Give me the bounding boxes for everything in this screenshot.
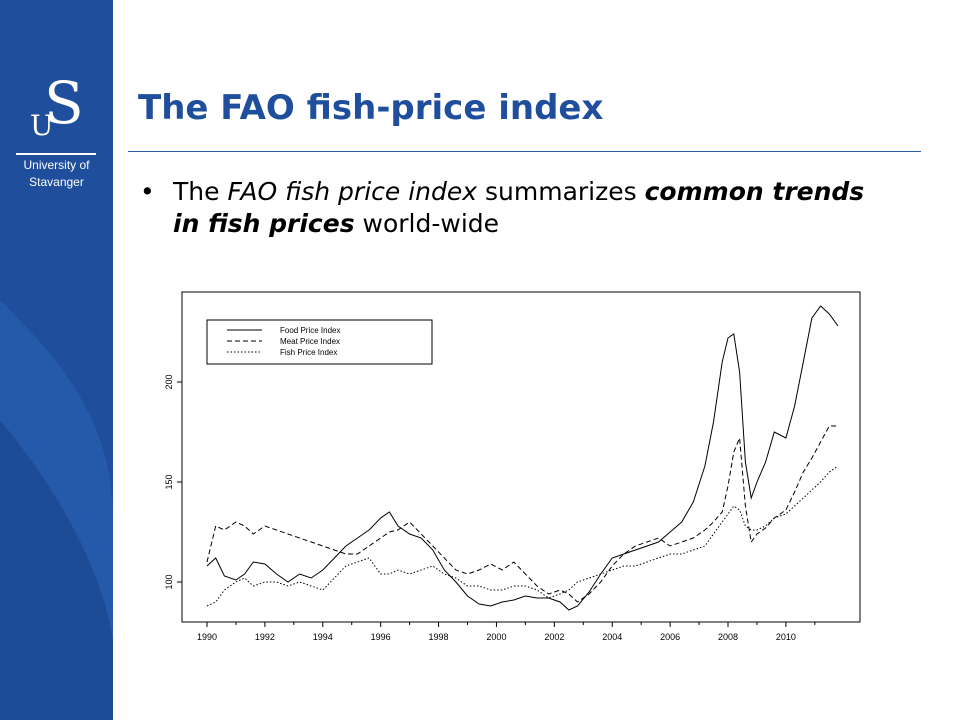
logo-letter-u: U	[30, 109, 54, 142]
bullet-part: The	[173, 177, 228, 206]
x-tick-label: 2000	[486, 632, 506, 642]
logo-rule	[16, 153, 96, 155]
series-line-dashed	[206, 425, 838, 603]
legend-box	[206, 319, 433, 365]
title-divider	[128, 151, 921, 152]
x-tick-label: 1996	[371, 632, 391, 642]
bullet-part-bold-italic: common trends in fish prices	[173, 177, 865, 238]
sidebar: U S University of Stavanger	[0, 0, 113, 720]
bullet-dot: •	[140, 177, 155, 206]
logo-name-line1: University of	[23, 158, 90, 172]
x-tick-label: 1992	[255, 632, 275, 642]
x-tick-label: 2004	[602, 632, 622, 642]
y-tick-label: 200	[164, 374, 174, 389]
x-tick-label: 2002	[544, 632, 564, 642]
y-tick-label: 100	[164, 574, 174, 589]
bullet-part: world-wide	[354, 209, 500, 238]
x-tick-label: 2006	[660, 632, 680, 642]
slide-title: The FAO fish-price index	[138, 88, 604, 128]
x-tick-label: 1998	[429, 632, 449, 642]
bullet-part: summarizes	[477, 177, 645, 206]
university-logo: U S University of Stavanger	[0, 74, 113, 190]
x-tick-label: 1994	[313, 632, 333, 642]
x-tick-label: 1990	[197, 632, 217, 642]
x-tick-label: 2008	[718, 632, 738, 642]
y-tick-label: 150	[164, 474, 174, 489]
logo-letter-s: S	[44, 69, 84, 137]
legend-label: Meat Price Index	[280, 337, 340, 346]
plot-frame	[181, 291, 861, 623]
bullet-text: The FAO fish price index summarizes comm…	[173, 176, 893, 240]
logo-name-line2: Stavanger	[29, 175, 84, 189]
series-line-solid	[206, 305, 839, 611]
chart-svg: 1990 1992 1994 1996 1998 2000 2002 2004 2006 2008…	[164, 291, 861, 642]
legend-label: Fish Price Index	[280, 348, 337, 357]
bullet-part-italic: FAO fish price index	[227, 177, 478, 206]
price-index-chart: 1990 1992 1994 1996 1998 2000 2002 2004 2006 2008…	[150, 285, 870, 659]
x-tick-label: 2010	[776, 632, 796, 642]
sidebar-decor	[0, 300, 113, 720]
legend-label: Food Price Index	[280, 326, 340, 335]
logo-mark: U S	[0, 74, 113, 156]
